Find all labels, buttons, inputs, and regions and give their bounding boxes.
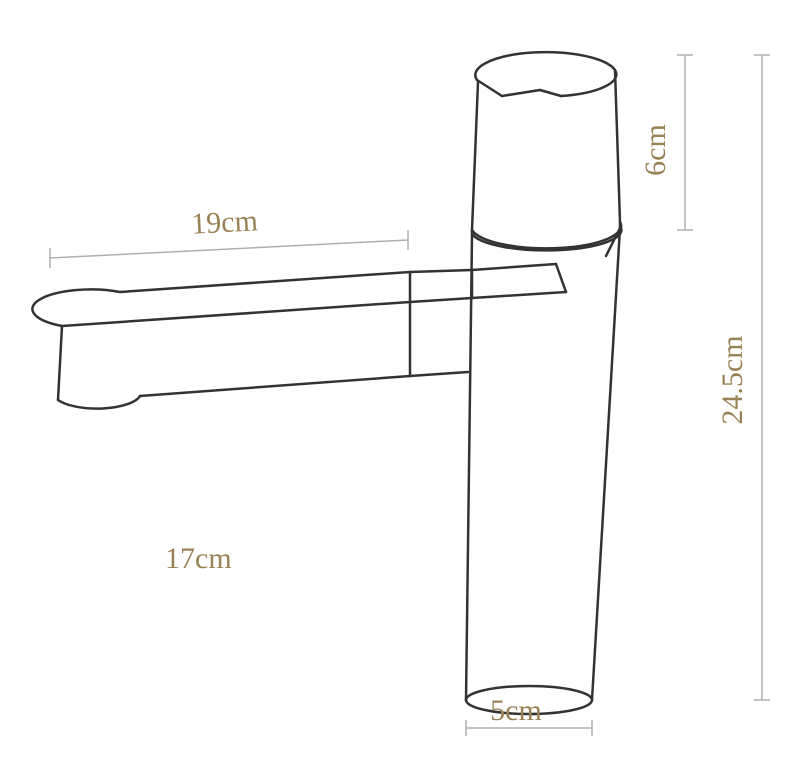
dim-handle-height: [677, 55, 693, 230]
diagram-stage: 19cm 6cm 24.5cm 17cm 5cm: [0, 0, 810, 760]
label-handle-height: 6cm: [639, 124, 672, 176]
label-spout-height: 17cm: [165, 542, 232, 575]
dim-total-height: [754, 55, 770, 700]
faucet-dimension-diagram: 19cm 6cm 24.5cm 17cm 5cm: [0, 0, 810, 760]
label-base-width: 5cm: [490, 694, 542, 727]
faucet-outline: [32, 52, 621, 714]
dimension-labels: 19cm 6cm 24.5cm 17cm 5cm: [165, 124, 749, 727]
label-spout-length: 19cm: [190, 204, 258, 240]
label-total-height: 24.5cm: [716, 335, 749, 424]
